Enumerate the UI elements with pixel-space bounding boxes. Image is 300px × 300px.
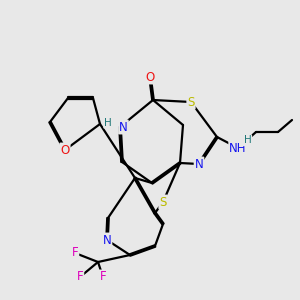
- Text: F: F: [100, 271, 106, 284]
- Text: S: S: [159, 196, 167, 208]
- Text: N: N: [195, 158, 203, 170]
- Text: S: S: [187, 95, 195, 109]
- Text: NH: NH: [229, 142, 247, 154]
- Text: H: H: [244, 135, 251, 145]
- Text: H: H: [104, 118, 112, 128]
- Text: O: O: [146, 70, 154, 83]
- Text: N: N: [103, 233, 111, 247]
- Text: F: F: [72, 247, 78, 260]
- Text: O: O: [60, 143, 70, 157]
- Text: N: N: [119, 121, 128, 134]
- Text: F: F: [77, 271, 83, 284]
